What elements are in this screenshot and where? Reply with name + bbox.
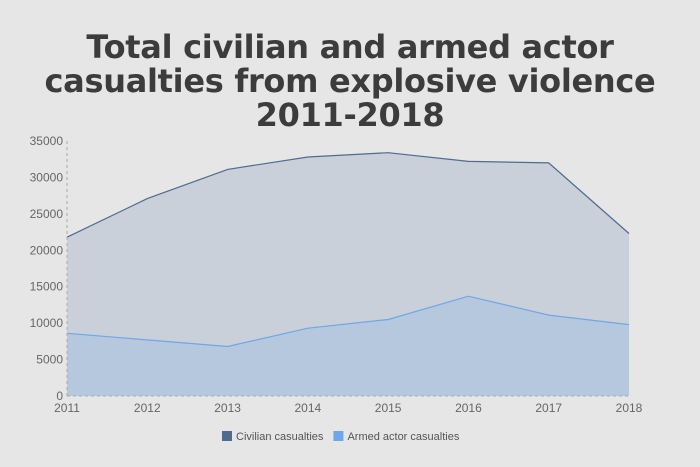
x-tick-label: 2011 xyxy=(54,401,80,415)
y-tick-label: 20000 xyxy=(30,243,64,257)
y-tick-label: 0 xyxy=(56,389,63,403)
y-tick-label: 10000 xyxy=(30,316,64,330)
y-tick-label: 25000 xyxy=(30,207,64,221)
title-line-3: 2011-2018 xyxy=(255,96,445,134)
area-layer xyxy=(66,152,630,396)
legend-label-civilian-casualties: Civilian casualties xyxy=(236,431,324,443)
axes-layer: 0 5000 10000 15000 20000 25000 30000 35000 2011 2… xyxy=(30,134,643,415)
x-tick-label: 2013 xyxy=(214,401,241,415)
armed-actor-casualties-area xyxy=(67,296,629,396)
legend-swatch-armed-actor-casualties xyxy=(333,431,344,441)
civilian-casualties-line xyxy=(66,152,630,238)
armed-actor-casualties-line xyxy=(66,295,630,348)
title-line-1: Total civilian and armed actor xyxy=(86,28,614,66)
legend-label-armed-actor-casualties: Armed actor casualties xyxy=(347,431,459,443)
y-tick-label: 5000 xyxy=(36,353,63,367)
x-tick-label: 2017 xyxy=(535,401,562,415)
x-tick-label: 2015 xyxy=(375,401,402,415)
x-tick-label: 2014 xyxy=(295,401,322,415)
y-tick-label: 30000 xyxy=(30,170,64,184)
legend-swatch-civilian-casualties xyxy=(222,431,232,441)
x-tick-label: 2018 xyxy=(616,401,643,415)
chart-title: Total civilian and armed actor casualtie… xyxy=(0,30,700,132)
y-tick-label: 35000 xyxy=(30,134,64,148)
title-line-2: casualties from explosive violence xyxy=(44,62,656,100)
x-tick-label: 2016 xyxy=(455,401,482,415)
x-tick-label: 2012 xyxy=(134,401,161,415)
y-tick-label: 15000 xyxy=(30,280,64,294)
legend: Civilian casualties Armed actor casualtie… xyxy=(222,431,460,443)
